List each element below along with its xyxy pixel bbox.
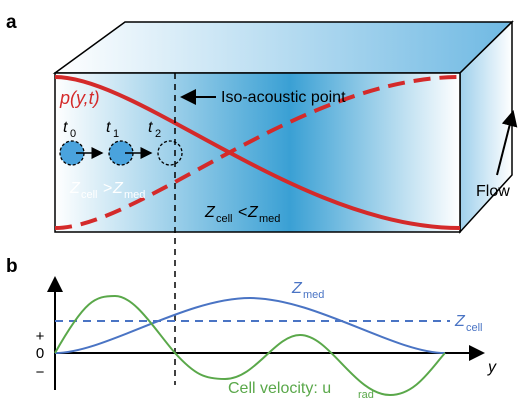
svg-text:Z: Z — [454, 313, 466, 330]
flow-label: Flow — [476, 183, 510, 200]
svg-text:Z: Z — [204, 204, 216, 221]
svg-text:med: med — [124, 189, 145, 201]
svg-text:cell: cell — [466, 322, 483, 334]
zcell-less-label: Z cell < Z med — [204, 204, 280, 225]
svg-text:t: t — [106, 119, 111, 136]
zero-label: 0 — [36, 345, 44, 362]
zcell-greater-label: Z cell > Z med — [69, 180, 145, 201]
pressure-label: p(y,t) — [59, 88, 100, 108]
svg-text:Z: Z — [291, 280, 303, 297]
svg-text:med: med — [303, 289, 324, 301]
pressure-curve-dashed — [54, 75, 461, 230]
svg-text:Z: Z — [69, 180, 81, 197]
cell-velocity-curve — [54, 294, 446, 397]
svg-text:1: 1 — [113, 128, 119, 140]
svg-text:med: med — [259, 213, 280, 225]
svg-text:Z: Z — [247, 204, 259, 221]
svg-text:>: > — [103, 180, 112, 197]
iso-acoustic-label: Iso-acoustic point — [221, 89, 346, 106]
svg-text:t: t — [148, 119, 153, 136]
time-label-t1: t 1 — [106, 119, 119, 140]
zcell-label: Z cell — [454, 313, 483, 334]
minus-label: − — [36, 364, 45, 381]
svg-text:cell: cell — [216, 213, 233, 225]
svg-text:2: 2 — [155, 128, 161, 140]
zmed-label: Z med — [291, 280, 324, 301]
svg-text:Z: Z — [112, 180, 124, 197]
y-coordinate-label: y — [487, 359, 497, 376]
time-label-t2: t 2 — [148, 119, 161, 140]
svg-text:<: < — [238, 204, 247, 221]
cell-t2 — [157, 140, 183, 166]
svg-text:rad: rad — [358, 389, 374, 401]
svg-text:t: t — [63, 119, 68, 136]
panel-b-label: b — [6, 256, 18, 277]
svg-text:cell: cell — [81, 189, 98, 201]
channel-top-face — [52, 21, 514, 74]
svg-text:0: 0 — [70, 128, 76, 140]
zmed-curve — [54, 296, 446, 354]
cell-velocity-label: Cell velocity: u rad — [228, 380, 374, 401]
time-label-t0: t 0 — [63, 119, 76, 140]
panel-a-label: a — [6, 12, 17, 33]
plus-label: + — [36, 328, 45, 345]
svg-text:Cell velocity: u: Cell velocity: u — [228, 380, 331, 397]
flow-arrow — [496, 110, 518, 176]
